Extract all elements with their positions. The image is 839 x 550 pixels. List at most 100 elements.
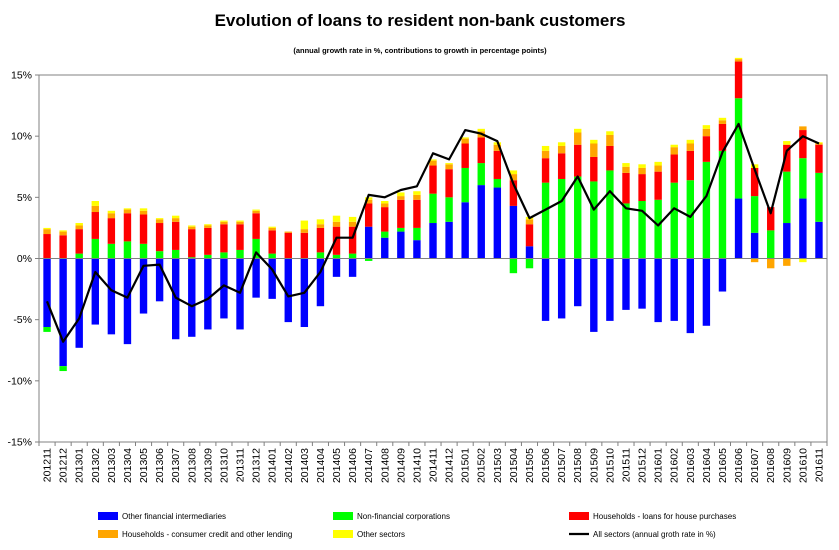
bar-households-house-purchases — [123, 213, 132, 242]
bar-other-sectors — [59, 230, 67, 232]
bar-households-house-purchases — [799, 130, 807, 159]
bar-households-consumer-credit — [316, 224, 325, 228]
bar-households-consumer-credit — [654, 165, 662, 172]
bar-households-consumer-credit — [767, 258, 775, 269]
bar-households-house-purchases — [557, 153, 566, 179]
bar-other-financial-intermediaries — [622, 258, 630, 310]
bar-households-consumer-credit — [461, 138, 469, 144]
bar-households-consumer-credit — [815, 143, 823, 145]
bar-households-house-purchases — [606, 145, 614, 171]
bar-households-consumer-credit — [702, 128, 711, 137]
bar-other-financial-intermediaries — [139, 258, 148, 314]
bar-households-house-purchases — [381, 207, 389, 232]
bar-other-sectors — [477, 128, 485, 132]
bar-households-consumer-credit — [590, 143, 598, 157]
x-tick-label: 201611 — [813, 448, 825, 482]
bar-non-financial-corporations — [477, 163, 485, 186]
bar-other-sectors — [316, 219, 325, 225]
x-tick-label: 201303 — [106, 448, 118, 483]
x-tick-label: 201512 — [637, 448, 649, 483]
bar-other-sectors — [171, 215, 180, 219]
bar-non-financial-corporations — [445, 197, 453, 222]
bar-other-financial-intermediaries — [75, 258, 83, 348]
bar-households-consumer-credit — [670, 147, 678, 155]
bar-other-sectors — [509, 170, 518, 175]
bar-other-sectors — [734, 57, 743, 60]
bar-households-house-purchases — [718, 123, 727, 151]
bar-other-sectors — [590, 139, 598, 144]
bar-other-financial-intermediaries — [348, 258, 357, 277]
y-tick-label: 10% — [11, 131, 32, 143]
bar-other-financial-intermediaries — [204, 258, 212, 330]
bar-other-sectors — [348, 216, 357, 222]
bar-households-house-purchases — [509, 180, 518, 206]
x-tick-label: 201310 — [218, 448, 230, 483]
bar-other-financial-intermediaries — [236, 258, 244, 330]
bar-households-house-purchases — [815, 144, 823, 173]
bar-households-consumer-credit — [348, 221, 357, 227]
bar-non-financial-corporations — [188, 257, 196, 259]
bar-households-house-purchases — [171, 221, 180, 250]
bar-households-house-purchases — [670, 154, 678, 183]
bar-other-financial-intermediaries — [670, 258, 678, 321]
bar-households-house-purchases — [750, 167, 759, 197]
bar-other-financial-intermediaries — [557, 258, 566, 319]
bar-other-financial-intermediaries — [171, 258, 180, 340]
bar-other-sectors — [91, 201, 99, 206]
bar-other-financial-intermediaries — [381, 237, 389, 259]
bar-households-consumer-credit — [171, 218, 180, 222]
bar-households-house-purchases — [783, 144, 791, 172]
bar-other-financial-intermediaries — [734, 198, 743, 259]
bar-other-sectors — [783, 141, 791, 145]
bar-non-financial-corporations — [139, 243, 148, 259]
bar-other-financial-intermediaries — [220, 258, 228, 319]
bar-non-financial-corporations — [204, 254, 212, 259]
bar-other-sectors — [397, 192, 405, 197]
bar-non-financial-corporations — [364, 258, 373, 261]
bar-non-financial-corporations — [783, 171, 791, 224]
bar-other-financial-intermediaries — [686, 258, 695, 334]
bar-non-financial-corporations — [220, 252, 228, 259]
bar-households-house-purchases — [220, 224, 228, 253]
bar-non-financial-corporations — [750, 196, 759, 233]
bar-other-financial-intermediaries — [316, 258, 325, 307]
bar-other-sectors — [638, 164, 646, 168]
bar-households-house-purchases — [316, 227, 325, 253]
bar-households-consumer-credit — [750, 258, 759, 263]
plot-area: -15% -10% -5% 0% 5% 10% 15% 201211 201212 201301 2… — [7, 57, 828, 483]
x-tick-label: 201411 — [428, 448, 440, 482]
legend-label-households-house-purchases: Households - loans for house purchases — [593, 512, 736, 521]
bar-households-consumer-credit — [364, 199, 373, 204]
bar-households-consumer-credit — [445, 164, 453, 170]
legend-swatch-other-financial-intermediaries — [98, 512, 118, 520]
bar-households-consumer-credit — [268, 227, 276, 231]
bar-other-financial-intermediaries — [252, 258, 260, 298]
x-tick-label: 201507 — [556, 448, 568, 483]
bar-non-financial-corporations — [734, 98, 743, 199]
bar-households-consumer-credit — [541, 150, 550, 159]
bar-households-consumer-credit — [622, 166, 630, 173]
bar-other-financial-intermediaries — [188, 258, 196, 337]
legend-label-all-sectors: All sectors (annual groth rate in %) — [593, 530, 716, 539]
bar-non-financial-corporations — [236, 249, 244, 259]
bar-households-house-purchases — [91, 212, 99, 239]
x-tick-label: 201401 — [267, 448, 279, 483]
bar-other-financial-intermediaries — [445, 221, 453, 259]
bar-households-house-purchases — [300, 232, 309, 259]
bar-households-consumer-credit — [493, 144, 502, 151]
bar-other-financial-intermediaries — [59, 258, 67, 367]
x-tick-label: 201602 — [669, 448, 681, 483]
bar-other-financial-intermediaries — [461, 202, 469, 259]
bar-other-sectors — [236, 220, 244, 222]
x-tick-label: 201609 — [781, 448, 793, 483]
bar-non-financial-corporations — [348, 253, 357, 259]
bar-other-financial-intermediaries — [541, 258, 550, 321]
legend-swatch-households-consumer-credit — [98, 530, 118, 538]
bar-non-financial-corporations — [59, 366, 67, 372]
bar-households-house-purchases — [204, 227, 212, 255]
bar-households-house-purchases — [734, 61, 743, 99]
x-tick-label: 201211 — [42, 448, 54, 482]
x-tick-label: 201306 — [154, 448, 166, 483]
x-tick-label: 201412 — [444, 448, 456, 483]
line-all-sectors — [45, 122, 820, 343]
